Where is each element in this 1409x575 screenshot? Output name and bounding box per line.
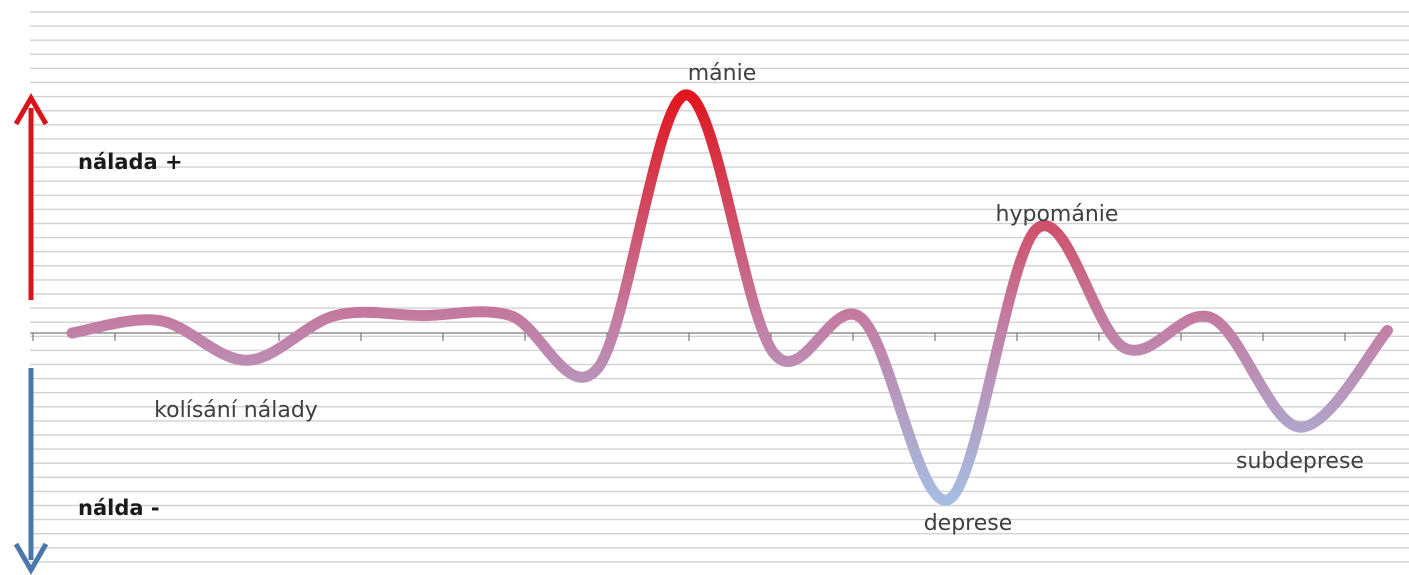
gridlines bbox=[30, 11, 1409, 563]
mood-curve bbox=[66, 89, 1393, 506]
annotation-mood-swings: kolísání nálady bbox=[154, 398, 318, 423]
mood-up-label: nálada + bbox=[78, 150, 183, 174]
mood-down-label: nálda - bbox=[78, 496, 160, 520]
x-axis-ticks bbox=[32, 333, 1346, 341]
annotation-hypomania: hypománie bbox=[996, 202, 1119, 227]
annotation-depression: deprese bbox=[924, 511, 1013, 536]
annotation-subdepression: subdeprese bbox=[1236, 449, 1364, 474]
up-arrow-icon bbox=[13, 92, 49, 300]
annotation-mania: mánie bbox=[688, 61, 757, 86]
down-arrow-icon bbox=[13, 368, 49, 575]
